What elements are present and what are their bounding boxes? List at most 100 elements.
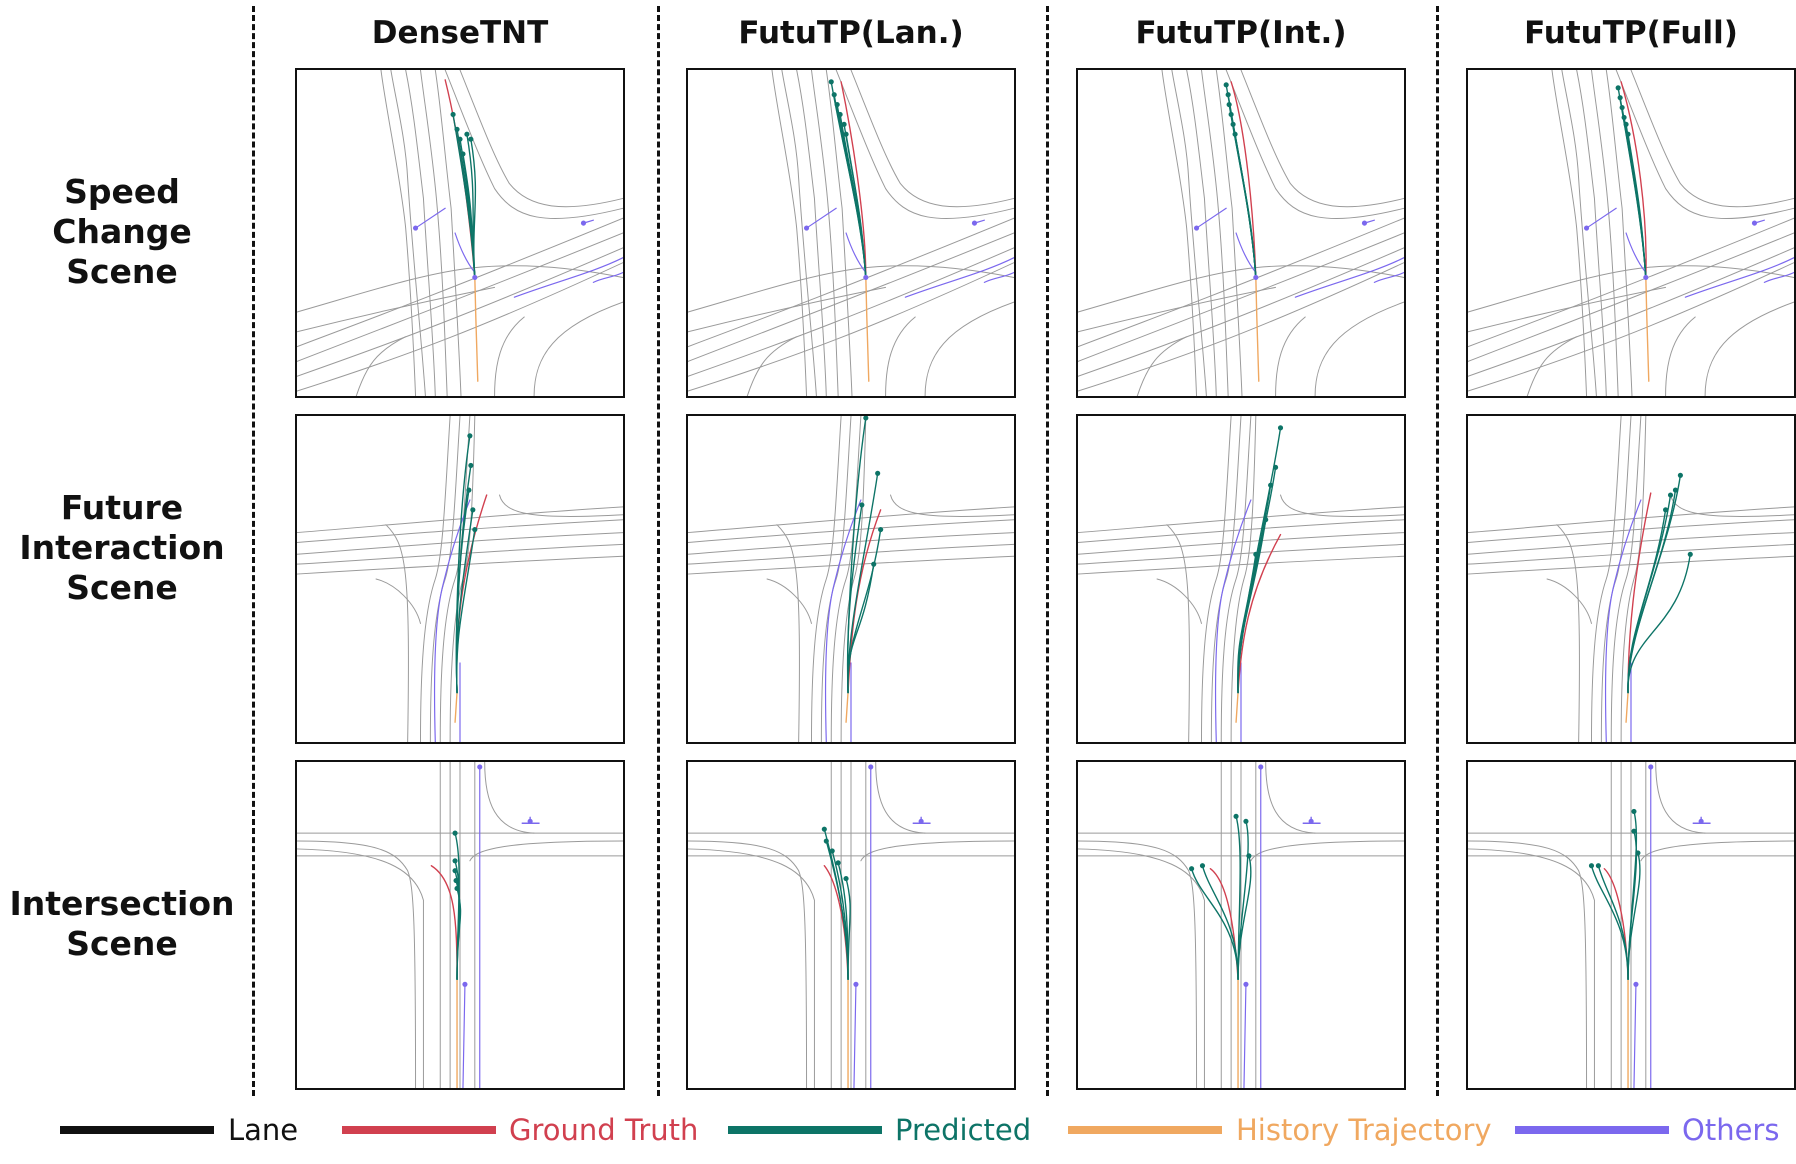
predicted-endpoint (1672, 487, 1679, 493)
row-title-future-interaction: Future Interaction Scene (0, 488, 244, 608)
lane-line (688, 848, 815, 1088)
lane-line (1078, 262, 1404, 392)
panel-intersection-fututp-lan (686, 760, 1016, 1090)
predicted-trajectory (456, 887, 462, 981)
lane-line (776, 524, 800, 742)
lane-line (444, 70, 623, 220)
predicted-endpoint (452, 858, 458, 864)
others-trajectory (853, 983, 857, 1088)
predicted-endpoint (1223, 82, 1229, 88)
lane-line (390, 70, 426, 396)
predicted-endpoint (841, 121, 847, 127)
predicted-endpoint (1226, 102, 1232, 108)
predicted-trajectory (845, 133, 867, 279)
lane-line (688, 232, 1014, 362)
lane-line (499, 494, 623, 518)
lane-line (1078, 848, 1205, 1088)
agent-position (1643, 274, 1649, 281)
predicted-trajectory (830, 81, 867, 279)
column-separator (1436, 6, 1439, 1096)
scene-drawing (297, 70, 623, 396)
row-title-line: Scene (66, 252, 178, 291)
others-trajectory (1585, 207, 1617, 229)
predicted-trajectory (833, 94, 867, 279)
predicted-endpoint (835, 860, 841, 866)
others-trajectory (414, 207, 446, 229)
lane-line (1551, 70, 1588, 396)
predicted-endpoint (1263, 517, 1269, 523)
predicted-endpoint (1588, 863, 1595, 869)
others-trajectory (1633, 983, 1637, 1088)
predicted-endpoint (1232, 131, 1238, 137)
ground-truth-trajectory (1620, 81, 1647, 279)
others-trajectory (845, 232, 867, 274)
lane-line (1610, 416, 1642, 742)
predicted-endpoint (834, 102, 840, 108)
lane-line (297, 506, 623, 534)
predicted-trajectory (1627, 133, 1647, 279)
lane-line (297, 532, 623, 555)
ground-truth-trajectory (444, 79, 476, 279)
legend-label-others: Others (1682, 1113, 1780, 1147)
predicted-endpoint (1631, 828, 1637, 834)
row-title-line: Interaction (19, 528, 225, 567)
predicted-trajectory (1237, 855, 1252, 981)
predicted-endpoint (1233, 813, 1239, 819)
ground-truth-trajectory (1230, 81, 1257, 279)
lane-line (1468, 506, 1794, 534)
lane-line (429, 416, 461, 742)
panel-future-interaction-fututp-lan (686, 414, 1016, 744)
column-separator (657, 6, 660, 1096)
others-trajectory (462, 983, 466, 1088)
lane-line (297, 840, 417, 1088)
column-title-fututp-lan: FutuTP(Lan.) (738, 15, 964, 51)
predicted-endpoint (829, 848, 835, 854)
lane-line (1078, 519, 1404, 543)
scene-drawing (297, 762, 623, 1088)
lane-line (419, 416, 451, 742)
scene-drawing (1468, 762, 1794, 1088)
history-trajectory (1625, 691, 1629, 723)
history-trajectory (1645, 276, 1650, 382)
lane-line (810, 70, 839, 396)
lane-line (835, 70, 1014, 220)
ground-truth-trajectory (430, 865, 458, 981)
lane-line (766, 578, 812, 624)
others-trajectory (513, 257, 623, 298)
lane-line (924, 301, 1014, 396)
legend-swatch-ground-truth (342, 1126, 496, 1134)
predicted-endpoint (450, 111, 456, 118)
predicted-endpoint (468, 462, 474, 468)
legend-label-ground-truth: Ground Truth (509, 1113, 699, 1147)
predicted-endpoint (1663, 507, 1669, 513)
lane-line (781, 70, 817, 396)
lane-line (850, 70, 1014, 208)
predicted-endpoint (1277, 425, 1284, 431)
history-trajectory (1255, 276, 1260, 382)
others-point (1633, 981, 1639, 987)
predicted-endpoint (1225, 92, 1231, 98)
legend-label-predicted: Predicted (895, 1113, 1032, 1147)
others-trajectory (1763, 271, 1794, 283)
lane-line (1161, 70, 1198, 396)
panel-future-interaction-fututp-int (1076, 414, 1406, 744)
lane-line (1468, 532, 1794, 555)
predicted-trajectory (1201, 865, 1239, 981)
lane-line (1136, 336, 1188, 396)
column-title-fututp-full: FutuTP(Full) (1524, 15, 1738, 51)
lane-line (1468, 262, 1794, 392)
predicted-endpoint (843, 131, 849, 137)
predicted-endpoint (1189, 866, 1195, 872)
predicted-endpoint (878, 527, 884, 533)
row-title-line: Speed (64, 172, 180, 211)
lane-line (439, 416, 471, 742)
lane-line (688, 265, 1014, 313)
lane-line (1220, 416, 1252, 742)
scene-drawing (1078, 70, 1404, 396)
predicted-trajectory (845, 877, 851, 981)
lane-line (1186, 70, 1217, 396)
lane-line (1640, 840, 1794, 862)
lane-line (375, 578, 421, 624)
lane-line (1468, 840, 1588, 1088)
predicted-trajectory (1237, 484, 1272, 694)
